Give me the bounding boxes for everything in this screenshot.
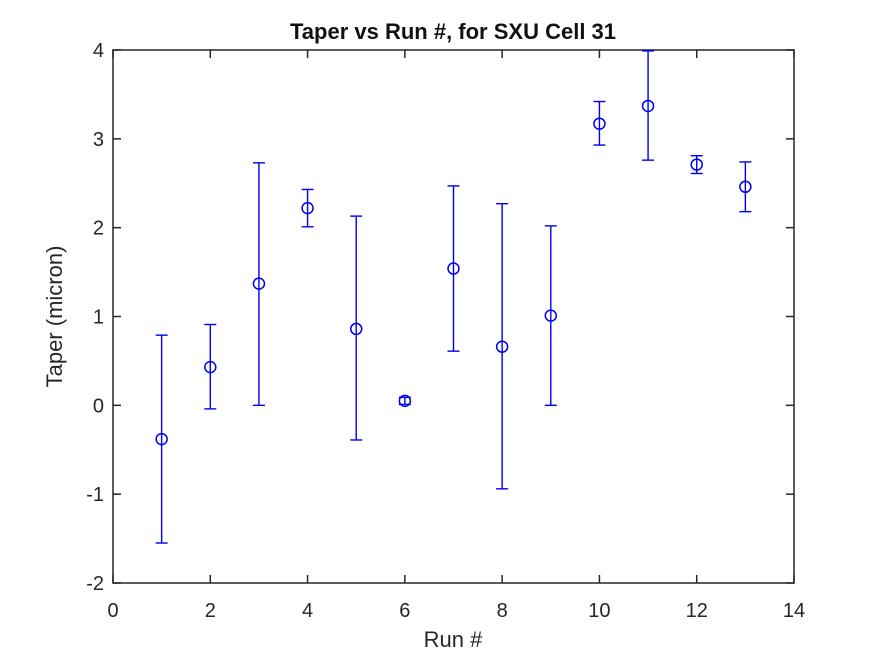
data-marker-circle [739,180,752,194]
chart-title: Taper vs Run #, for SXU Cell 31 [290,19,616,44]
x-tick-label: 8 [497,600,508,622]
data-marker-circle [252,277,266,290]
data-marker-circle [301,201,314,215]
y-tick-label: -2 [86,573,104,595]
data-marker-circle [544,309,558,322]
axis-ticks [112,49,795,584]
errorbar-point-run-12 [690,155,703,175]
x-tick-label: 4 [302,600,313,622]
y-tick-label: 2 [93,218,104,240]
data-marker-circle [593,117,606,130]
data-marker-circle [495,340,509,353]
y-tick-labels: -2 -1 0 1 2 3 4 [86,40,104,595]
errorbar-point-run-7 [447,185,460,352]
data-marker-circle [349,322,363,336]
x-tick-labels: 0 2 4 6 8 10 12 14 [107,600,805,622]
errorbar-point-run-4 [301,188,314,228]
data-marker-circle [155,432,168,446]
errorbar-point-run-8 [495,202,509,490]
y-tick-label: -1 [86,484,104,506]
errorbar-point-run-3 [252,162,266,407]
y-tick-label: 1 [93,307,104,329]
errorbar-point-run-2 [204,323,217,410]
y-tick-label: 4 [93,40,104,62]
x-tick-label: 6 [399,600,410,622]
data-marker-circle [204,360,217,374]
x-tick-label: 10 [588,600,610,622]
errorbar-point-run-13 [739,161,752,213]
errorbar-point-run-6 [398,394,412,408]
y-axis-label: Taper (micron) [42,246,67,388]
x-tick-label: 0 [107,600,118,622]
errorbar-series [155,50,752,544]
y-tick-label: 3 [93,129,104,151]
errorbar-point-run-11 [641,50,655,161]
errorbar-point-run-9 [544,225,558,407]
x-axis-label: Run # [424,627,483,652]
data-marker-circle [447,262,460,275]
y-tick-label: 0 [93,395,104,417]
data-marker-circle [398,394,412,408]
errorbar-point-run-5 [349,215,363,441]
x-tick-label: 12 [686,600,708,622]
data-marker-circle [690,158,703,171]
errorbar-point-run-10 [593,100,606,146]
x-tick-label: 2 [205,600,216,622]
errorbar-point-run-1 [155,334,168,544]
x-tick-label: 14 [783,600,805,622]
data-marker-circle [641,99,655,113]
